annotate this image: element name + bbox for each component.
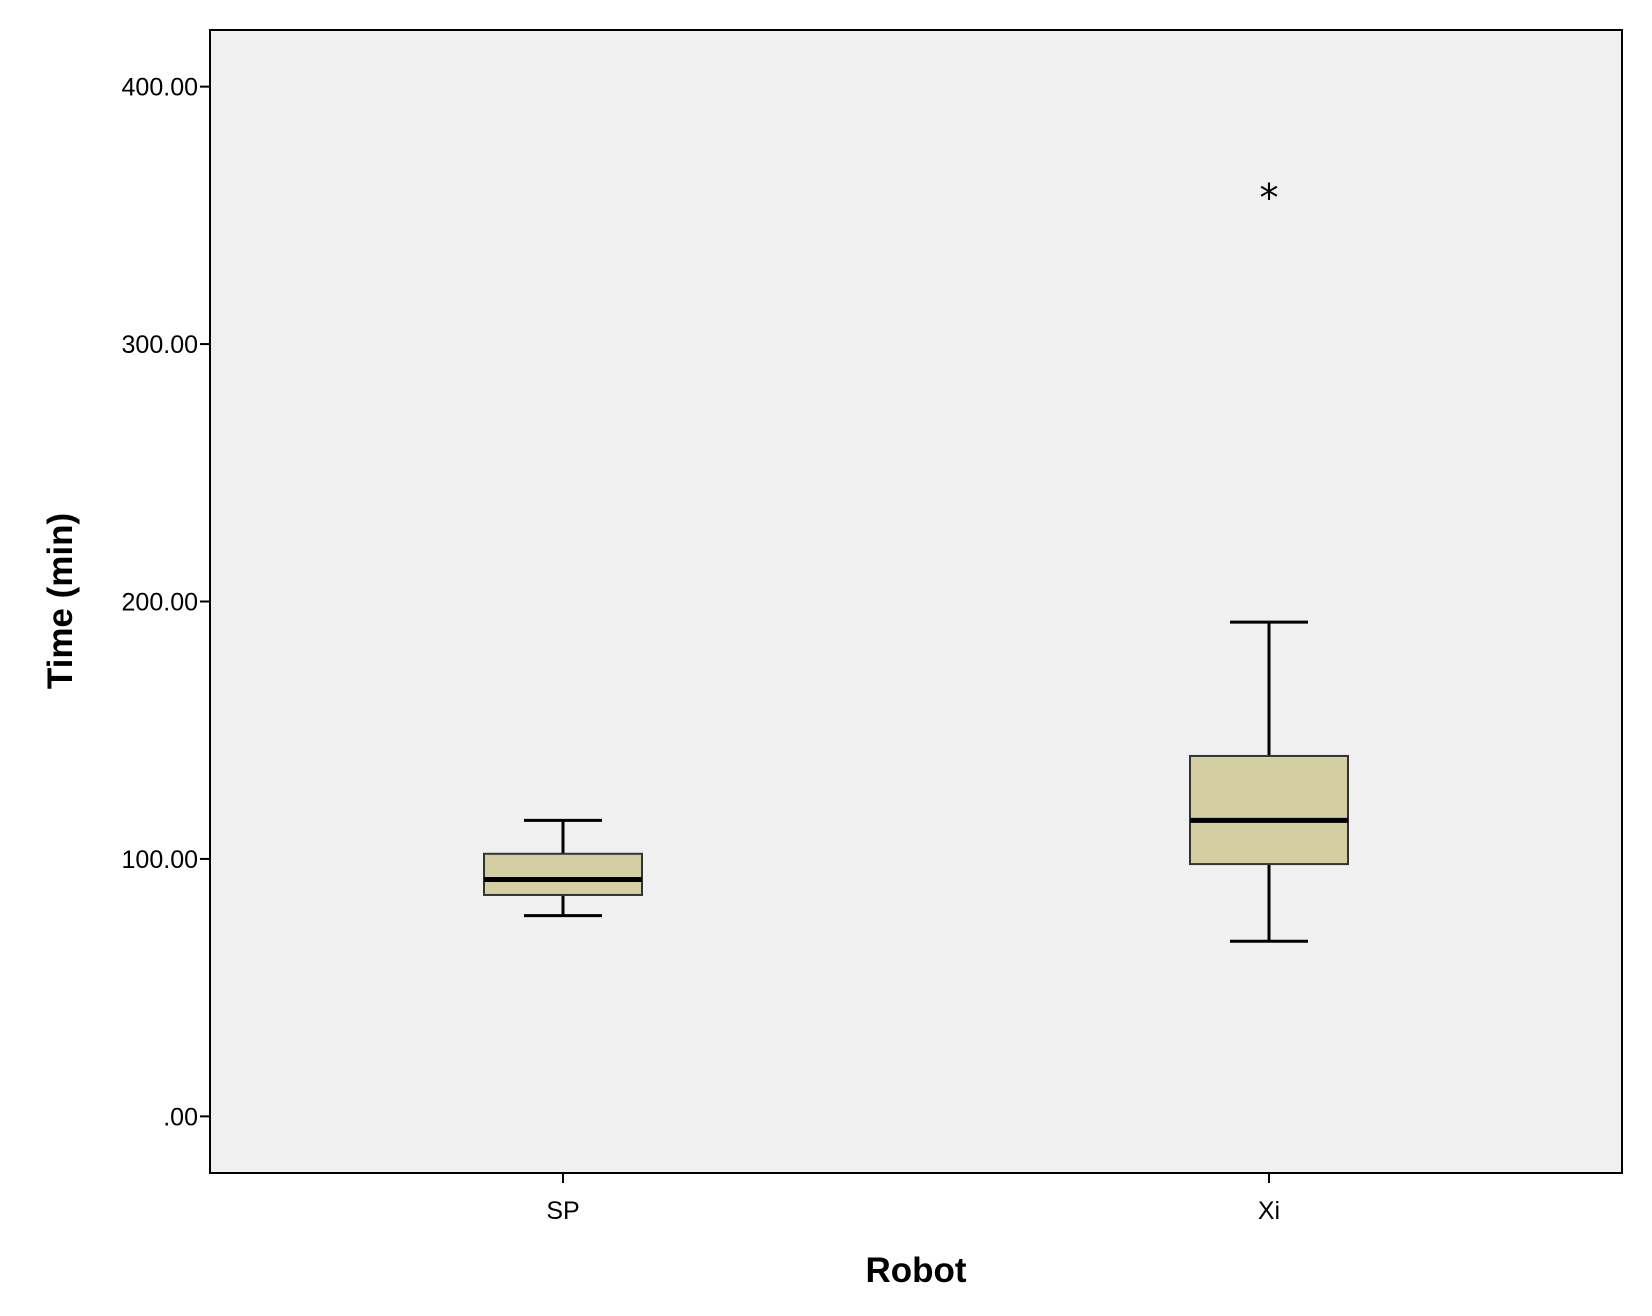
- box-group-xi: *: [1189, 176, 1349, 943]
- y-tick-label: 100.00: [122, 846, 198, 874]
- plot-area: [209, 29, 1623, 1174]
- y-tick-label: 200.00: [122, 589, 198, 617]
- box-group-sp: [483, 818, 643, 918]
- box-iqr: [1189, 754, 1349, 866]
- y-tick-label: .00: [163, 1103, 198, 1131]
- y-tick-label: 400.00: [122, 74, 198, 102]
- y-axis: .00 100.00 200.00 300.00 400.00: [122, 74, 210, 1131]
- x-axis: SP Xi: [546, 1173, 1280, 1225]
- extreme-outlier-marker: *: [1260, 176, 1279, 220]
- box-iqr: [483, 852, 643, 896]
- y-axis-title: Time (min): [41, 513, 80, 689]
- x-tick-label: SP: [546, 1197, 579, 1225]
- x-tick-label: Xi: [1258, 1197, 1280, 1225]
- box-series: *: [483, 176, 1349, 943]
- y-tick-label: 300.00: [122, 331, 198, 359]
- x-axis-title: Robot: [865, 1251, 966, 1290]
